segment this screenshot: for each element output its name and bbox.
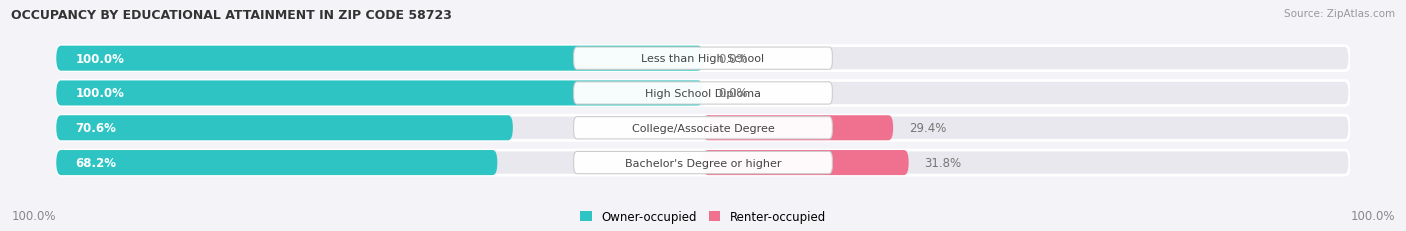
FancyBboxPatch shape	[703, 150, 908, 175]
FancyBboxPatch shape	[574, 117, 832, 139]
FancyBboxPatch shape	[56, 116, 1350, 141]
Text: High School Diploma: High School Diploma	[645, 88, 761, 99]
FancyBboxPatch shape	[56, 150, 1350, 175]
Text: 70.6%: 70.6%	[76, 122, 117, 135]
FancyBboxPatch shape	[703, 116, 893, 141]
Text: OCCUPANCY BY EDUCATIONAL ATTAINMENT IN ZIP CODE 58723: OCCUPANCY BY EDUCATIONAL ATTAINMENT IN Z…	[11, 9, 453, 22]
FancyBboxPatch shape	[56, 81, 1350, 106]
Text: 100.0%: 100.0%	[76, 87, 125, 100]
Text: 100.0%: 100.0%	[11, 209, 56, 222]
Text: 31.8%: 31.8%	[924, 156, 962, 169]
Text: 68.2%: 68.2%	[76, 156, 117, 169]
Text: 29.4%: 29.4%	[908, 122, 946, 135]
Text: 0.0%: 0.0%	[718, 87, 748, 100]
Text: Bachelor's Degree or higher: Bachelor's Degree or higher	[624, 158, 782, 168]
FancyBboxPatch shape	[56, 116, 513, 141]
Text: 100.0%: 100.0%	[1350, 209, 1395, 222]
Text: Less than High School: Less than High School	[641, 54, 765, 64]
Text: Source: ZipAtlas.com: Source: ZipAtlas.com	[1284, 9, 1395, 19]
FancyBboxPatch shape	[574, 48, 832, 70]
Legend: Owner-occupied, Renter-occupied: Owner-occupied, Renter-occupied	[579, 210, 827, 223]
FancyBboxPatch shape	[574, 152, 832, 174]
Text: 100.0%: 100.0%	[76, 52, 125, 65]
FancyBboxPatch shape	[56, 81, 703, 106]
Text: 0.0%: 0.0%	[718, 52, 748, 65]
FancyBboxPatch shape	[56, 46, 703, 71]
FancyBboxPatch shape	[56, 46, 1350, 71]
FancyBboxPatch shape	[56, 150, 498, 175]
FancyBboxPatch shape	[574, 82, 832, 105]
Text: College/Associate Degree: College/Associate Degree	[631, 123, 775, 133]
